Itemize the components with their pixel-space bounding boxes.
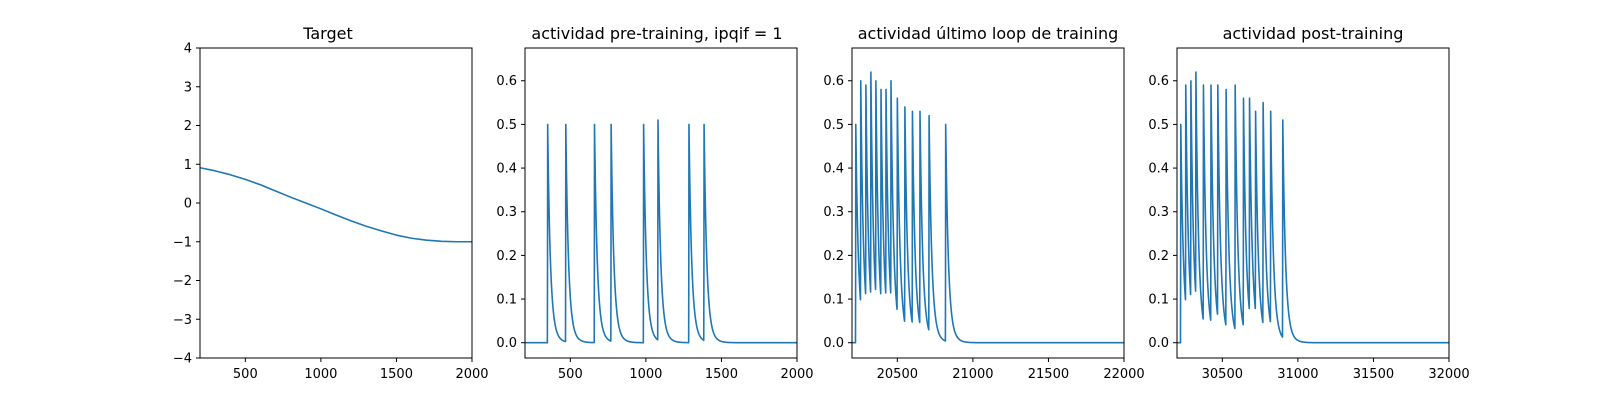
x-tick-label: 21000 [952,367,993,382]
x-tick-label: 31500 [1353,367,1394,382]
y-tick-label: 0.4 [1148,162,1169,177]
subplot-4: actividad post-training 30500 31000 31500 3… [1148,24,1469,382]
x-tick-label: 21500 [1028,367,1069,382]
subplot-marks: 30500 31000 31500 32000 0.0 0.1 0.2 0.3 0.4 0.5 0.… [1148,71,1470,382]
x-tick-label: 22000 [1103,367,1144,382]
plot-frame [1176,47,1450,359]
subplot-marks: 500 1000 1500 2000 0.0 0.1 0.2 0.3 0.4 0.5 0.6 [496,74,813,382]
y-tick-label: −3 [173,313,192,328]
subplot-marks: 500 1000 1500 2000 −4 −3 −2 −1 0 1 2 3 4 [173,42,489,383]
y-tick-label: −4 [173,352,192,367]
y-tick-label: 0.4 [823,162,844,177]
y-tick-label: 0.3 [823,205,844,220]
y-tick-label: 0.4 [496,162,517,177]
y-tick-label: −1 [173,235,192,250]
y-tick-label: 0.6 [496,74,517,89]
subplot-title: Target [302,24,353,43]
x-tick-label: 30500 [1202,367,1243,382]
plot-frame [851,47,1125,359]
y-tick-label: 0.0 [823,336,844,351]
series-line [200,166,472,243]
x-tick-label: 500 [233,367,258,382]
y-tick-label: 0.0 [1148,336,1169,351]
y-tick-label: 0.2 [1148,249,1169,264]
x-tick-label: 500 [558,367,583,382]
y-tick-label: 0.0 [496,336,517,351]
subplot-title: actividad post-training [1223,24,1404,43]
plot-frame [199,47,473,359]
x-tick-label: 32000 [1428,367,1469,382]
series-line [1177,71,1449,344]
y-tick-label: 0.5 [823,118,844,133]
series-line [852,71,1124,344]
subplot-title: actividad pre-training, ipqif = 1 [531,24,782,43]
y-tick-label: 0.3 [496,205,517,220]
series-line [525,119,797,344]
y-tick-label: 0.5 [496,118,517,133]
x-tick-label: 20500 [877,367,918,382]
x-tick-label: 2000 [780,367,813,382]
x-tick-label: 2000 [455,367,488,382]
subplot-1: Target 500 1000 1500 2000 −4 −3 −2 −1 0 1 2 3 4 [173,24,489,382]
y-tick-label: 0.6 [823,74,844,89]
y-tick-label: 2 [184,119,192,134]
y-tick-label: 0.3 [1148,205,1169,220]
y-tick-label: 3 [184,80,192,95]
y-tick-label: 0 [184,197,192,212]
y-tick-label: 0.2 [823,249,844,264]
subplot-3: actividad último loop de training 20500 2… [823,24,1144,382]
y-tick-label: −2 [173,274,192,289]
x-tick-label: 31000 [1277,367,1318,382]
subplot-marks: 20500 21000 21500 22000 0.0 0.1 0.2 0.3 0.4 0.5 0.… [823,71,1145,382]
x-tick-label: 1000 [629,367,662,382]
subplot-title: actividad último loop de training [858,24,1119,43]
x-tick-label: 1000 [304,367,337,382]
x-tick-label: 1500 [705,367,738,382]
x-tick-label: 1500 [380,367,413,382]
y-tick-label: 0.1 [823,293,844,308]
y-tick-label: 0.1 [1148,293,1169,308]
y-tick-label: 4 [184,42,192,57]
y-tick-label: 0.6 [1148,74,1169,89]
subplot-2: actividad pre-training, ipqif = 1 500 100… [496,24,813,382]
y-tick-label: 0.1 [496,293,517,308]
y-tick-label: 1 [184,158,192,173]
y-tick-label: 0.2 [496,249,517,264]
y-tick-label: 0.5 [1148,118,1169,133]
plot-frame [524,47,798,359]
